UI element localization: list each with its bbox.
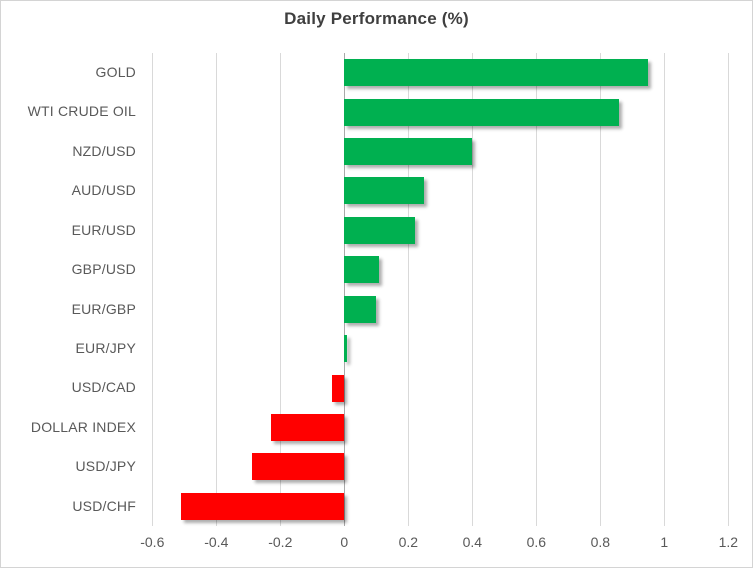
category-label-aud-usd: AUD/USD bbox=[71, 182, 136, 199]
x-tick-label-0.4: 0.4 bbox=[462, 534, 483, 550]
category-label-nzd-usd: NZD/USD bbox=[72, 142, 136, 159]
category-label-eur-jpy: EUR/JPY bbox=[75, 339, 136, 356]
category-label-usd-jpy: USD/JPY bbox=[75, 458, 136, 475]
x-tick-label-1.2: 1.2 bbox=[718, 534, 739, 550]
bar-dollar-index bbox=[270, 413, 345, 441]
bar-usd-jpy bbox=[251, 453, 345, 481]
gridline-x-0.2 bbox=[408, 53, 410, 526]
category-label-wti-crude-oil: WTI CRUDE OIL bbox=[27, 103, 136, 120]
category-axis-line bbox=[344, 53, 346, 526]
x-tick-label--0.6: -0.6 bbox=[140, 534, 165, 550]
category-label-usd-chf: USD/CHF bbox=[72, 497, 136, 514]
gridline-x-0.6 bbox=[536, 53, 538, 526]
gridline-x--0.2 bbox=[280, 53, 282, 526]
category-label-gbp-usd: GBP/USD bbox=[71, 261, 136, 278]
x-tick-label-1: 1 bbox=[660, 534, 669, 550]
bar-aud-usd bbox=[344, 177, 425, 205]
category-label-usd-cad: USD/CAD bbox=[71, 379, 136, 396]
category-label-eur-usd: EUR/USD bbox=[71, 221, 136, 238]
x-tick-label-0.8: 0.8 bbox=[590, 534, 611, 550]
bar-usd-cad bbox=[331, 374, 345, 402]
x-tick-label-0: 0 bbox=[340, 534, 349, 550]
gridline-x--0.6 bbox=[152, 53, 154, 526]
bar-nzd-usd bbox=[344, 138, 473, 166]
gridline-x-1.2 bbox=[728, 53, 730, 526]
x-tick-label--0.4: -0.4 bbox=[204, 534, 229, 550]
bar-wti-crude-oil bbox=[344, 98, 620, 126]
bar-gold bbox=[344, 59, 649, 87]
gridline-x-0.4 bbox=[472, 53, 474, 526]
x-tick-label--0.2: -0.2 bbox=[268, 534, 293, 550]
category-label-gold: GOLD bbox=[95, 64, 136, 80]
gridline-x-0.8 bbox=[600, 53, 602, 526]
bar-eur-gbp bbox=[344, 295, 377, 323]
bar-eur-jpy bbox=[344, 335, 348, 363]
bar-usd-chf bbox=[181, 492, 345, 520]
gridline-x-1 bbox=[664, 53, 666, 526]
category-label-eur-gbp: EUR/GBP bbox=[71, 300, 136, 317]
category-label-dollar-index: DOLLAR INDEX bbox=[30, 418, 136, 435]
x-tick-label-0.2: 0.2 bbox=[398, 534, 419, 550]
x-tick-label-0.6: 0.6 bbox=[526, 534, 547, 550]
bar-eur-usd bbox=[344, 216, 415, 244]
gridline-x--0.4 bbox=[216, 53, 218, 526]
bar-gbp-usd bbox=[344, 256, 380, 284]
chart-title: Daily Performance (%) bbox=[284, 9, 469, 28]
